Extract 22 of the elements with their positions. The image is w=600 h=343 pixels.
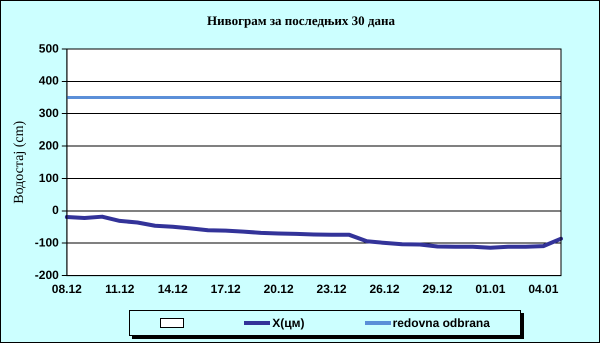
y-tick-label: 0 xyxy=(52,203,60,218)
y-tick-label: 400 xyxy=(38,74,60,88)
x-tick-label: 29.12 xyxy=(422,282,453,296)
x-tick-label: 23.12 xyxy=(316,282,347,296)
legend-label: X(цм) xyxy=(272,316,304,330)
y-tick-label: -100 xyxy=(34,236,60,250)
chart-title: Нивограм за последњих 30 дана xyxy=(206,13,396,29)
x-tick-label: 14.12 xyxy=(158,282,188,296)
y-tick-label: 300 xyxy=(38,106,60,120)
x-tick-label: 04.01 xyxy=(528,282,559,296)
legend-label: redovna odbrana xyxy=(392,316,490,330)
x-tick-label: 17.12 xyxy=(210,282,241,296)
y-tick-label: 100 xyxy=(38,170,60,185)
x-tick-label: 08.12 xyxy=(52,282,82,296)
x-tick-label: 26.12 xyxy=(369,282,400,296)
y-tick-label: -200 xyxy=(34,268,60,282)
x-tick-label: 11.12 xyxy=(105,282,135,296)
x-tick-label: 20.12 xyxy=(264,282,294,296)
x-tick-label: 01.01 xyxy=(475,282,506,296)
y-tick-label: 200 xyxy=(38,138,60,152)
y-tick-label: 500 xyxy=(38,41,60,56)
y-axis-title: Водостај (cm) xyxy=(12,120,28,204)
